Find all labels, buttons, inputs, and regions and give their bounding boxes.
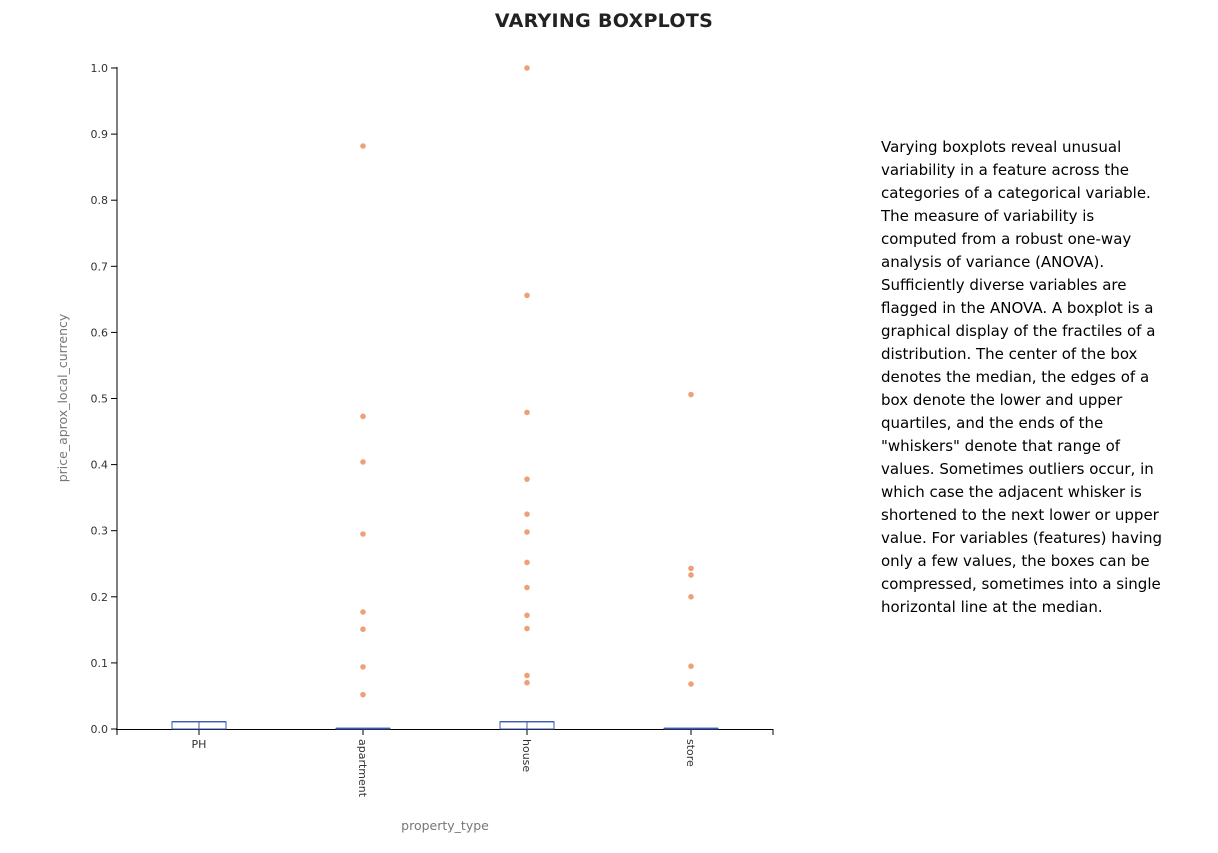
x-axis-label: property_type bbox=[401, 818, 489, 833]
outlier-point bbox=[360, 413, 366, 420]
x-tick-label: house bbox=[520, 739, 533, 772]
outlier-point bbox=[360, 609, 366, 615]
box-apartment bbox=[335, 727, 391, 730]
y-tick-label: 0.6 bbox=[91, 326, 109, 339]
outlier-point bbox=[360, 664, 366, 670]
outlier-point bbox=[688, 572, 694, 578]
outlier-point bbox=[524, 511, 530, 517]
y-tick-label: 0.1 bbox=[91, 657, 109, 670]
box-house bbox=[499, 721, 555, 730]
outlier-point bbox=[688, 663, 694, 670]
x-tick-label: store bbox=[684, 739, 697, 767]
outlier-point bbox=[524, 476, 530, 482]
outlier-point bbox=[524, 292, 530, 299]
outlier-point bbox=[524, 584, 530, 591]
outlier-point bbox=[360, 691, 366, 698]
outlier-point bbox=[360, 459, 366, 465]
x-axis: PH apartment house store bbox=[116, 729, 774, 798]
outlier-point bbox=[360, 531, 366, 537]
outliers-layer bbox=[360, 65, 694, 698]
y-tick-label: 0.5 bbox=[91, 393, 109, 406]
box-store bbox=[663, 727, 719, 730]
outlier-point bbox=[524, 559, 530, 566]
outlier-point bbox=[524, 65, 530, 71]
y-axis: 0.0 0.1 0.2 0.3 0.4 0.5 0.6 0.7 0.8 0.9 1.0 bbox=[91, 62, 118, 736]
outlier-point bbox=[524, 529, 530, 535]
y-tick-label: 0.2 bbox=[91, 591, 109, 604]
outlier-point bbox=[688, 565, 694, 572]
boxes-layer bbox=[171, 721, 719, 730]
y-axis-label: price_aprox_local_currency bbox=[55, 313, 70, 482]
x-tick-label: apartment bbox=[356, 739, 369, 798]
outlier-point bbox=[360, 626, 366, 632]
outlier-point bbox=[360, 143, 366, 149]
y-tick-label: 0.9 bbox=[91, 128, 109, 141]
y-tick-label: 0.7 bbox=[91, 260, 109, 273]
outlier-point bbox=[524, 612, 530, 619]
outlier-point bbox=[688, 594, 694, 600]
outlier-point bbox=[524, 625, 530, 632]
chart-description: Varying boxplots reveal unusual variabil… bbox=[881, 138, 1163, 616]
outlier-point bbox=[524, 672, 530, 679]
outlier-point bbox=[524, 409, 530, 416]
outlier-point bbox=[688, 391, 694, 398]
y-tick-label: 0.4 bbox=[91, 459, 109, 472]
boxplot-chart: 0.0 0.1 0.2 0.3 0.4 0.5 0.6 0.7 0.8 0.9 1.0 PH apar… bbox=[55, 62, 774, 833]
x-tick-label: PH bbox=[192, 738, 207, 751]
y-tick-label: 0.0 bbox=[91, 723, 109, 736]
outlier-point bbox=[688, 681, 694, 687]
y-tick-label: 0.3 bbox=[91, 525, 109, 538]
y-tick-label: 1.0 bbox=[91, 62, 109, 75]
outlier-point bbox=[524, 679, 530, 686]
chart-title: VARYING BOXPLOTS bbox=[494, 10, 714, 32]
box-PH bbox=[171, 721, 227, 730]
y-tick-label: 0.8 bbox=[91, 194, 109, 207]
